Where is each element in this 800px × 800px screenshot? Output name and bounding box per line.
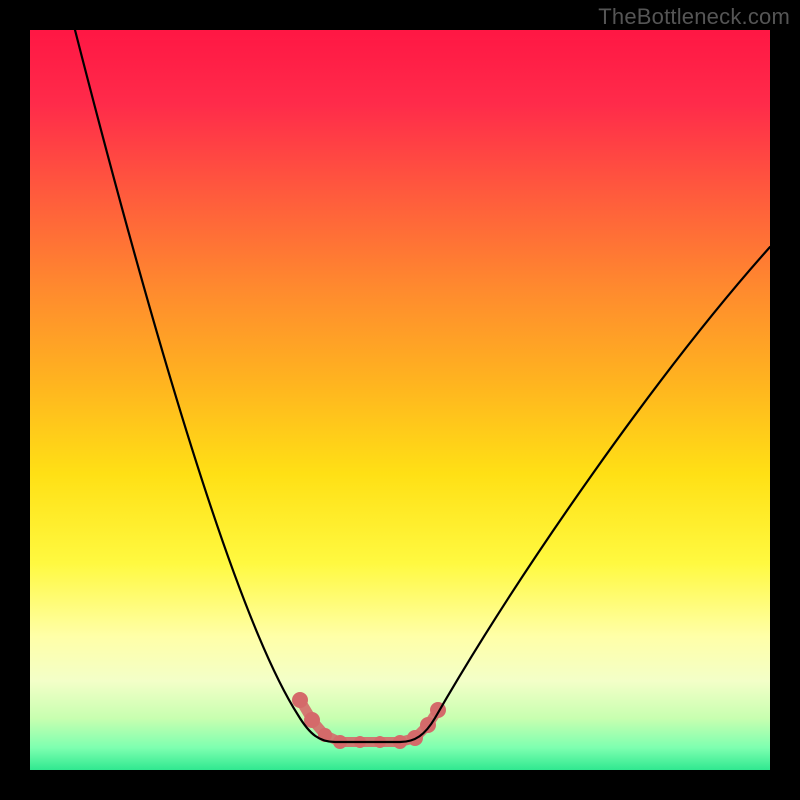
trough-marker-point	[292, 692, 308, 708]
plot-background	[30, 30, 770, 770]
bottleneck-chart	[0, 0, 800, 800]
watermark-text: TheBottleneck.com	[598, 4, 790, 30]
